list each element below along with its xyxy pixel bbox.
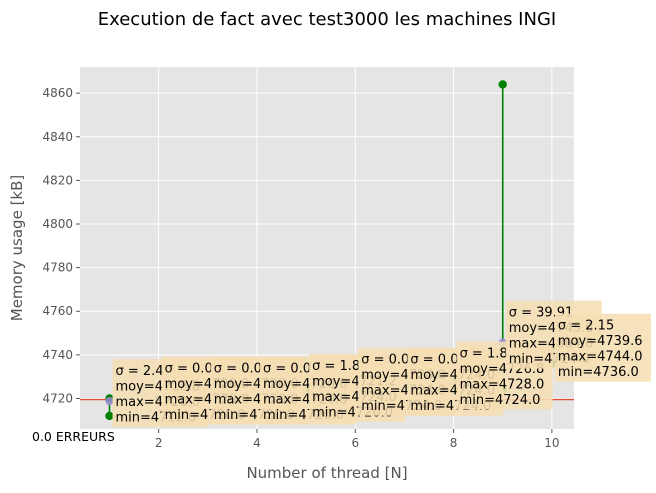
- stats-label: max=4728.0: [460, 378, 545, 393]
- stats-label: moy=4739.6: [558, 334, 643, 349]
- x-tick-label: 8: [450, 436, 458, 450]
- chart-title: Execution de fact avec test3000 les mach…: [98, 9, 556, 30]
- stats-label: σ = 2.4: [115, 364, 163, 379]
- y-tick-label: 4720: [42, 391, 73, 405]
- stats-label: σ = 0.0: [214, 361, 262, 376]
- stats-label: min=4736.0: [558, 365, 639, 380]
- x-axis-ticks: 2 4 6 8 10: [155, 429, 560, 450]
- y-axis-label: Memory usage [kB]: [8, 175, 26, 321]
- x-tick-label: 4: [253, 436, 261, 450]
- stats-label: σ = 0.0: [165, 361, 213, 376]
- stats-label: min=4724.0: [460, 393, 541, 408]
- stats-label: σ = 0.0: [410, 353, 458, 368]
- y-tick-label: 4780: [42, 261, 73, 275]
- max-point: [498, 80, 507, 89]
- y-tick-label: 4840: [42, 130, 73, 144]
- y-tick-label: 4740: [42, 348, 73, 362]
- stats-label: max=4744.0: [558, 350, 643, 365]
- x-tick-label: 6: [351, 436, 359, 450]
- min-point: [105, 411, 114, 421]
- y-tick-label: 4800: [42, 217, 73, 231]
- stats-label: σ = 1.8: [460, 347, 508, 362]
- y-tick-label: 4820: [42, 173, 73, 187]
- stats-label: σ = 1.8: [312, 359, 360, 374]
- y-tick-label: 4760: [42, 304, 73, 318]
- y-axis-ticks: 4720 4740 4760 4780 4800 4820 4840 4860: [42, 86, 80, 405]
- mean-point: [105, 396, 114, 406]
- x-tick-label: 2: [155, 436, 163, 450]
- stats-box: [554, 313, 651, 382]
- x-axis-label: Number of thread [N]: [246, 464, 407, 482]
- y-tick-label: 4860: [42, 86, 73, 100]
- stats-label: σ = 2.15: [558, 319, 614, 334]
- stats-label: σ = 0.0: [263, 361, 311, 376]
- stats-label: σ = 0.0: [361, 353, 409, 368]
- x-tick-label: 10: [544, 436, 559, 450]
- errors-label: 0.0 ERREURS: [32, 429, 115, 444]
